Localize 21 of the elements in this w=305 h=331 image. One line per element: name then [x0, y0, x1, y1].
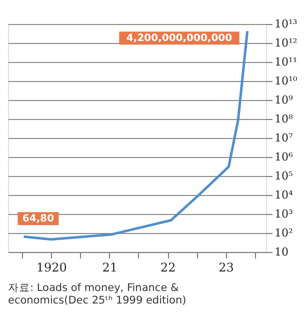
- text: 자료: Loads of money, Finance & economics(Dec 25ᵗʰ 1999 edition): [8, 282, 186, 306]
- y-tick-label: 10¹¹: [274, 56, 298, 68]
- x-tick-label: 21: [102, 260, 118, 274]
- x-tick-label: 23: [218, 260, 234, 274]
- x-tick-label: 1920: [36, 260, 67, 274]
- y-tick-label: 10: [274, 246, 288, 258]
- y-tick-label: 10¹²: [274, 36, 298, 50]
- y-tick-label: 10⁸: [274, 112, 294, 126]
- line-series: [22, 30, 249, 241]
- x-tick-label: 22: [160, 260, 176, 274]
- y-tick-label: 10³: [274, 208, 293, 220]
- y-tick-label: 10¹³: [274, 18, 298, 30]
- y-tick-label: 10⁷: [274, 132, 294, 144]
- y-tick-label: 10⁶: [274, 150, 294, 164]
- y-tick-label: 10⁴: [274, 188, 294, 202]
- annotation: 4,200,000,000,000: [126, 33, 232, 44]
- y-tick-label: 10²: [274, 226, 293, 240]
- y-tick-label: 10⁵: [274, 170, 293, 182]
- y-tick-label: 10¹⁰: [274, 74, 298, 88]
- annotation: 64,80: [22, 214, 54, 225]
- y-tick-label: 10⁹: [274, 94, 294, 106]
